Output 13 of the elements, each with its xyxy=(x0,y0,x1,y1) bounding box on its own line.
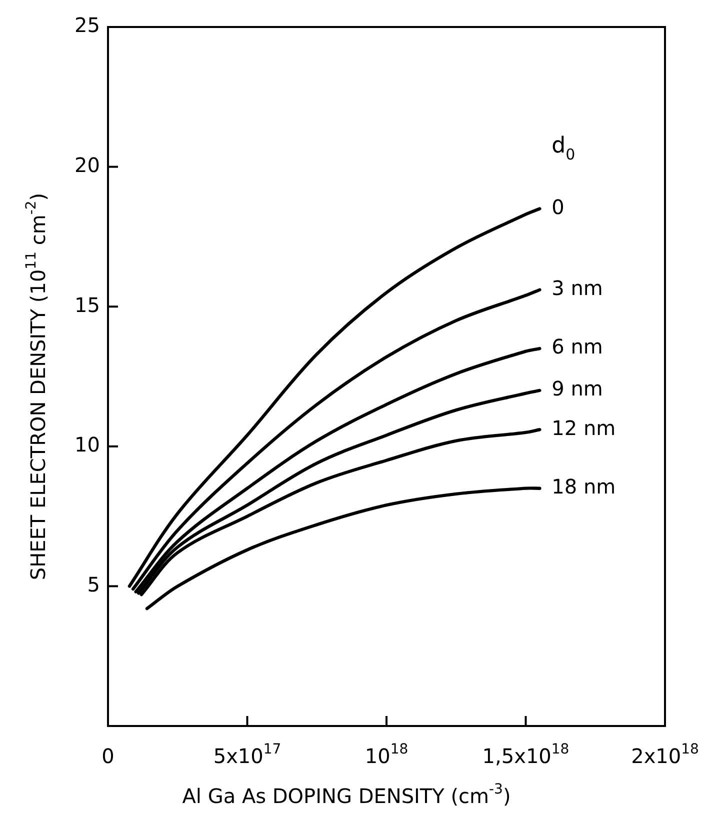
y-tick-label: 20 xyxy=(74,153,100,178)
y-tick-label: 25 xyxy=(74,13,100,38)
y-tick-label: 5 xyxy=(87,572,100,596)
series-label: 9 nm xyxy=(552,376,603,401)
series-label: 6 nm xyxy=(552,334,603,359)
y-axis-title: SHEET ELECTRON DENSITY (1011 cm-2) xyxy=(24,192,50,580)
x-tick-label: 0 xyxy=(102,744,114,768)
y-tick-label: 15 xyxy=(74,292,100,317)
series-label: 0 xyxy=(552,194,564,219)
y-tick-label: 10 xyxy=(74,432,100,457)
series-label: 12 nm xyxy=(552,416,616,440)
series-label: 18 nm xyxy=(552,474,616,499)
series-label: 3 nm xyxy=(552,276,603,300)
